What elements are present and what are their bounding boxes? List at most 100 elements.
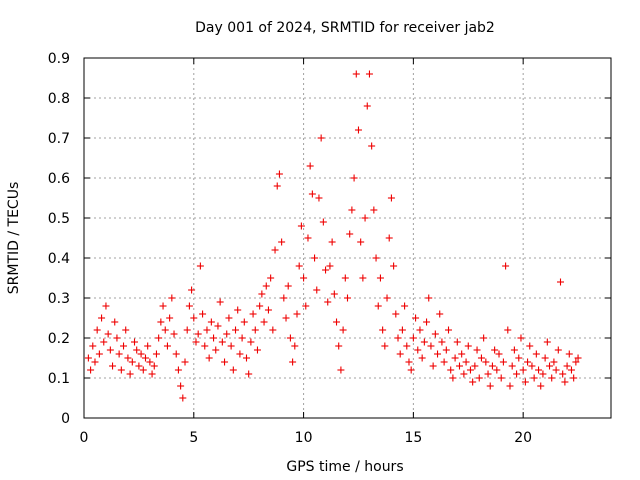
data-point — [440, 358, 448, 366]
data-point — [436, 310, 444, 318]
data-point — [462, 358, 470, 366]
data-point — [304, 234, 312, 242]
data-point — [131, 338, 139, 346]
data-point — [262, 282, 270, 290]
data-point — [392, 310, 400, 318]
data-point — [368, 142, 376, 150]
data-point — [420, 338, 428, 346]
data-point — [425, 294, 433, 302]
data-point — [100, 338, 108, 346]
data-point — [466, 366, 474, 374]
data-point — [139, 366, 147, 374]
data-point — [418, 354, 426, 362]
data-point — [431, 330, 439, 338]
x-tick-label: 0 — [80, 430, 89, 446]
data-point — [260, 318, 268, 326]
data-point — [168, 294, 176, 302]
data-point — [521, 378, 529, 386]
data-point — [322, 266, 330, 274]
data-point — [194, 330, 202, 338]
data-point — [93, 326, 101, 334]
data-point — [390, 262, 398, 270]
data-point — [106, 346, 114, 354]
y-tick-label: 0.2 — [48, 331, 70, 347]
data-point — [150, 362, 158, 370]
data-point — [317, 134, 325, 142]
data-point — [570, 374, 578, 382]
data-point — [451, 354, 459, 362]
data-point — [269, 326, 277, 334]
data-point — [519, 366, 527, 374]
ticks-layer: 0 0.1 0.2 0.3 0.4 0.5 0.6 0.7 0.8 0.9 0 5 10 15 20 — [48, 51, 611, 446]
data-point — [122, 326, 130, 334]
y-tick-label: 0.1 — [48, 371, 70, 387]
y-axis-label: SRMTID / TECUs — [6, 182, 22, 295]
data-point — [530, 374, 538, 382]
data-point — [365, 70, 373, 78]
data-point — [113, 334, 121, 342]
data-point — [453, 338, 461, 346]
data-point — [306, 162, 314, 170]
data-point — [348, 206, 356, 214]
data-point — [464, 342, 472, 350]
data-point — [192, 338, 200, 346]
data-point — [480, 334, 488, 342]
data-point — [526, 342, 534, 350]
data-point — [148, 370, 156, 378]
data-point — [434, 350, 442, 358]
data-point — [210, 334, 218, 342]
data-point — [207, 318, 215, 326]
data-point — [458, 350, 466, 358]
data-point — [330, 290, 338, 298]
points-layer — [84, 70, 582, 402]
data-point — [133, 346, 141, 354]
data-point — [253, 346, 261, 354]
data-point — [137, 350, 145, 358]
data-point — [104, 330, 112, 338]
data-point — [124, 354, 132, 362]
data-point — [552, 366, 560, 374]
data-point — [289, 358, 297, 366]
data-point — [249, 310, 257, 318]
x-tick-label: 10 — [295, 430, 313, 446]
data-point — [333, 318, 341, 326]
data-point — [513, 370, 521, 378]
data-point — [282, 314, 290, 322]
data-point — [499, 358, 507, 366]
y-tick-label: 0.3 — [48, 291, 70, 307]
data-point — [427, 342, 435, 350]
data-point — [315, 194, 323, 202]
data-point — [91, 358, 99, 366]
data-point — [216, 298, 224, 306]
data-point — [537, 382, 545, 390]
data-point — [221, 358, 229, 366]
data-point — [341, 274, 349, 282]
data-point — [214, 322, 222, 330]
data-point — [144, 342, 152, 350]
data-point — [372, 254, 380, 262]
y-tick-label: 0.9 — [48, 51, 70, 67]
data-point — [89, 342, 97, 350]
data-point — [267, 274, 275, 282]
data-point — [445, 326, 453, 334]
data-point — [225, 314, 233, 322]
data-point — [102, 302, 110, 310]
data-point — [508, 362, 516, 370]
data-point — [84, 354, 92, 362]
data-point — [146, 358, 154, 366]
data-point — [238, 334, 246, 342]
data-point — [554, 346, 562, 354]
data-point — [405, 358, 413, 366]
data-point — [460, 370, 468, 378]
data-point — [98, 314, 106, 322]
data-point — [188, 286, 196, 294]
y-tick-label: 0 — [61, 411, 70, 427]
data-point — [284, 282, 292, 290]
data-point — [488, 362, 496, 370]
data-point — [574, 354, 582, 362]
data-point — [350, 174, 358, 182]
data-point — [229, 366, 237, 374]
data-point — [152, 350, 160, 358]
data-point — [363, 102, 371, 110]
